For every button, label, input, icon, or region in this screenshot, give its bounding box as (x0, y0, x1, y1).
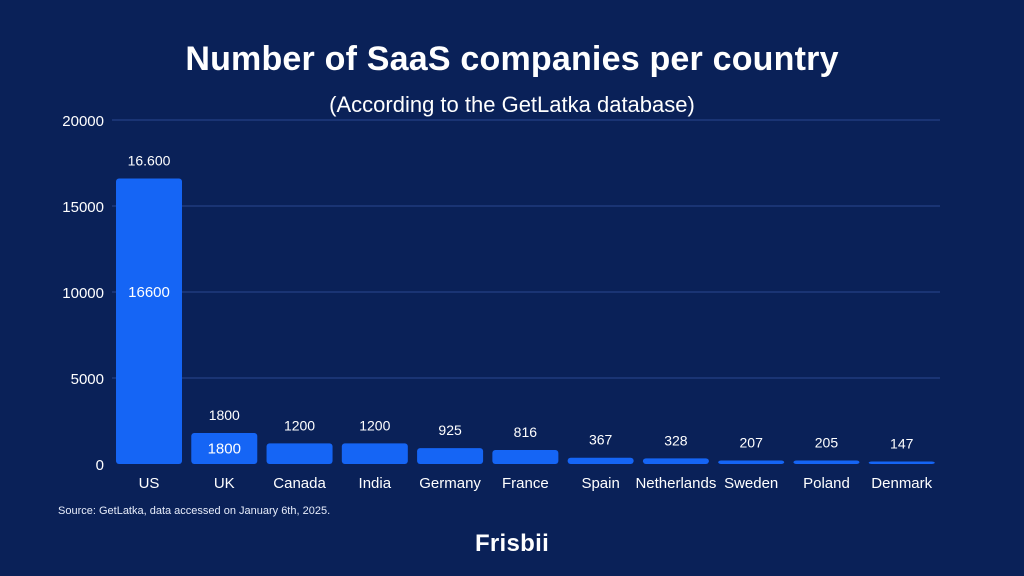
x-tick-label: UK (214, 475, 235, 492)
source-note: Source: GetLatka, data accessed on Janua… (58, 505, 331, 517)
x-tick-label: Netherlands (635, 475, 716, 492)
bar-value-label: 207 (740, 434, 764, 450)
bar (492, 449, 559, 464)
x-tick-label: US (139, 475, 160, 492)
x-tick-label: France (502, 475, 549, 492)
bar-inside-label: 1800 (208, 441, 241, 458)
bar (116, 178, 182, 465)
bar (642, 458, 709, 464)
chart-title: Number of SaaS companies per country (185, 40, 839, 78)
bar-value-label: 1800 (209, 407, 240, 423)
bar (191, 433, 258, 464)
bar-inside-label: 16600 (128, 284, 170, 301)
bar-value-label: 205 (815, 434, 839, 450)
bar (868, 461, 935, 464)
bar-value-label: 16.600 (128, 152, 171, 168)
x-tick-label: Spain (581, 475, 619, 492)
bar (266, 443, 333, 464)
bar (793, 460, 860, 464)
y-tick-label: 20000 (62, 113, 104, 130)
x-tick-label: Germany (419, 475, 481, 492)
bar (718, 460, 785, 464)
bar-value-label: 1200 (359, 417, 390, 433)
x-tick-label: India (359, 475, 392, 492)
x-tick-label: Denmark (871, 475, 932, 492)
bar (567, 457, 634, 464)
y-tick-label: 10000 (62, 285, 104, 302)
y-tick-label: 0 (96, 457, 104, 474)
bar-value-label: 816 (514, 424, 538, 440)
chart-subtitle: (According to the GetLatka database) (329, 92, 695, 117)
y-tick-label: 15000 (62, 199, 104, 216)
y-tick-label: 5000 (71, 371, 104, 388)
brand-logo: Frisbii (474, 530, 550, 557)
x-tick-label: Poland (803, 475, 850, 492)
bar (417, 448, 484, 464)
bar-value-label: 147 (890, 435, 914, 451)
x-tick-label: Canada (273, 475, 326, 492)
bar-value-label: 1200 (284, 417, 315, 433)
x-tick-label: Sweden (724, 475, 778, 492)
bar-value-label: 367 (589, 432, 613, 448)
bar-value-label: 328 (664, 432, 688, 448)
bar-value-label: 925 (438, 422, 462, 438)
bar (341, 443, 408, 464)
